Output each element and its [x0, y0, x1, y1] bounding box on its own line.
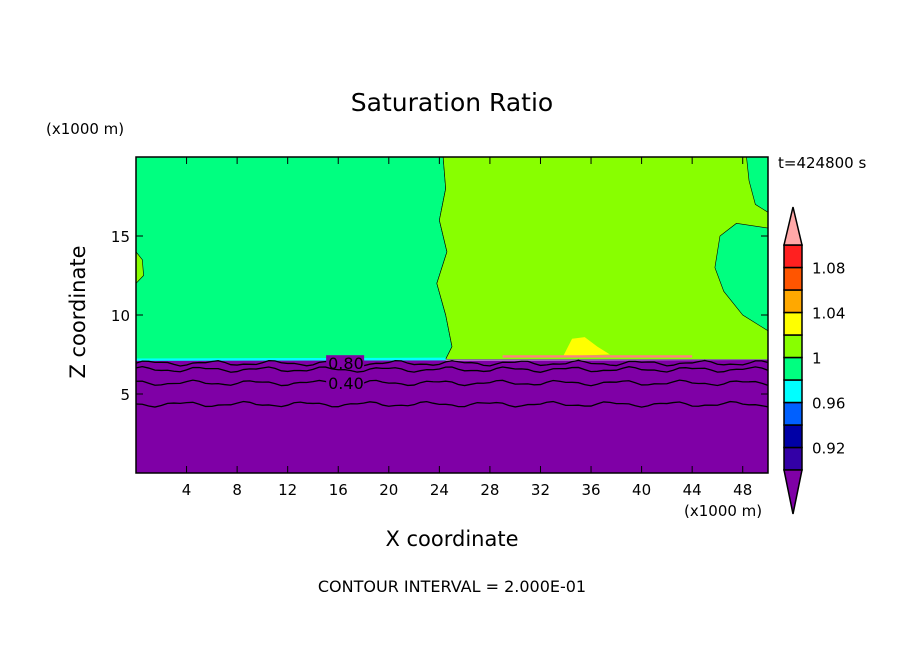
x-tick-label: 32 — [531, 481, 550, 499]
contour-label: 0.40 — [328, 374, 364, 393]
x-tick-label: 8 — [232, 481, 242, 499]
contour-line — [135, 379, 769, 387]
contour-label-bg — [326, 374, 365, 391]
colorbar-box — [783, 334, 803, 359]
colorbar-label: 0.96 — [812, 395, 845, 413]
region-8 — [136, 360, 768, 473]
colorbar-box — [783, 244, 803, 269]
contour-line — [135, 400, 769, 408]
colorbar-label: 1 — [812, 350, 822, 368]
region-0 — [135, 156, 453, 360]
time-label: t=424800 s — [778, 154, 867, 172]
x-tick-label: 28 — [480, 481, 499, 499]
contour-line — [135, 366, 769, 373]
region-5 — [563, 337, 610, 357]
colorbar-box — [783, 379, 803, 404]
colorbar-label: 1.08 — [812, 260, 845, 278]
colorbar-over-triangle — [783, 206, 803, 246]
x-tick-label: 48 — [733, 481, 752, 499]
x-tick-label: 20 — [379, 481, 398, 499]
colorbar-box — [783, 424, 803, 449]
colorbar-label: 1.04 — [812, 305, 845, 323]
colorbar-box — [783, 401, 803, 426]
colorbar-under-triangle — [783, 469, 803, 515]
y-axis-unit: (x1000 m) — [46, 120, 125, 138]
y-tick-label: 15 — [111, 228, 130, 246]
colorbar-box — [783, 446, 803, 471]
x-tick-label: 16 — [329, 481, 348, 499]
colorbar-label: 0.92 — [812, 440, 845, 458]
chart-title: Saturation Ratio — [350, 88, 554, 117]
x-tick-label: 36 — [581, 481, 600, 499]
y-tick-label: 10 — [111, 307, 130, 325]
y-tick-label: 5 — [120, 386, 130, 404]
contour-label-bg — [326, 355, 365, 372]
x-tick-label: 44 — [683, 481, 702, 499]
colorbar-box — [783, 356, 803, 381]
colorbar-box — [783, 266, 803, 291]
x-tick-label: 12 — [278, 481, 297, 499]
colorbar-box — [783, 289, 803, 314]
region-3 — [714, 223, 769, 332]
contour-label: 0.80 — [328, 354, 364, 373]
x-axis-label: X coordinate — [385, 527, 519, 551]
colorbar-box — [783, 311, 803, 336]
x-axis-unit: (x1000 m) — [684, 502, 763, 520]
x-tick-label: 40 — [632, 481, 651, 499]
contour-interval-note: CONTOUR INTERVAL = 2.000E-01 — [317, 577, 587, 596]
region-6 — [502, 355, 693, 358]
x-tick-label: 4 — [182, 481, 192, 499]
contour-line — [135, 359, 769, 367]
x-tick-label: 24 — [430, 481, 449, 499]
